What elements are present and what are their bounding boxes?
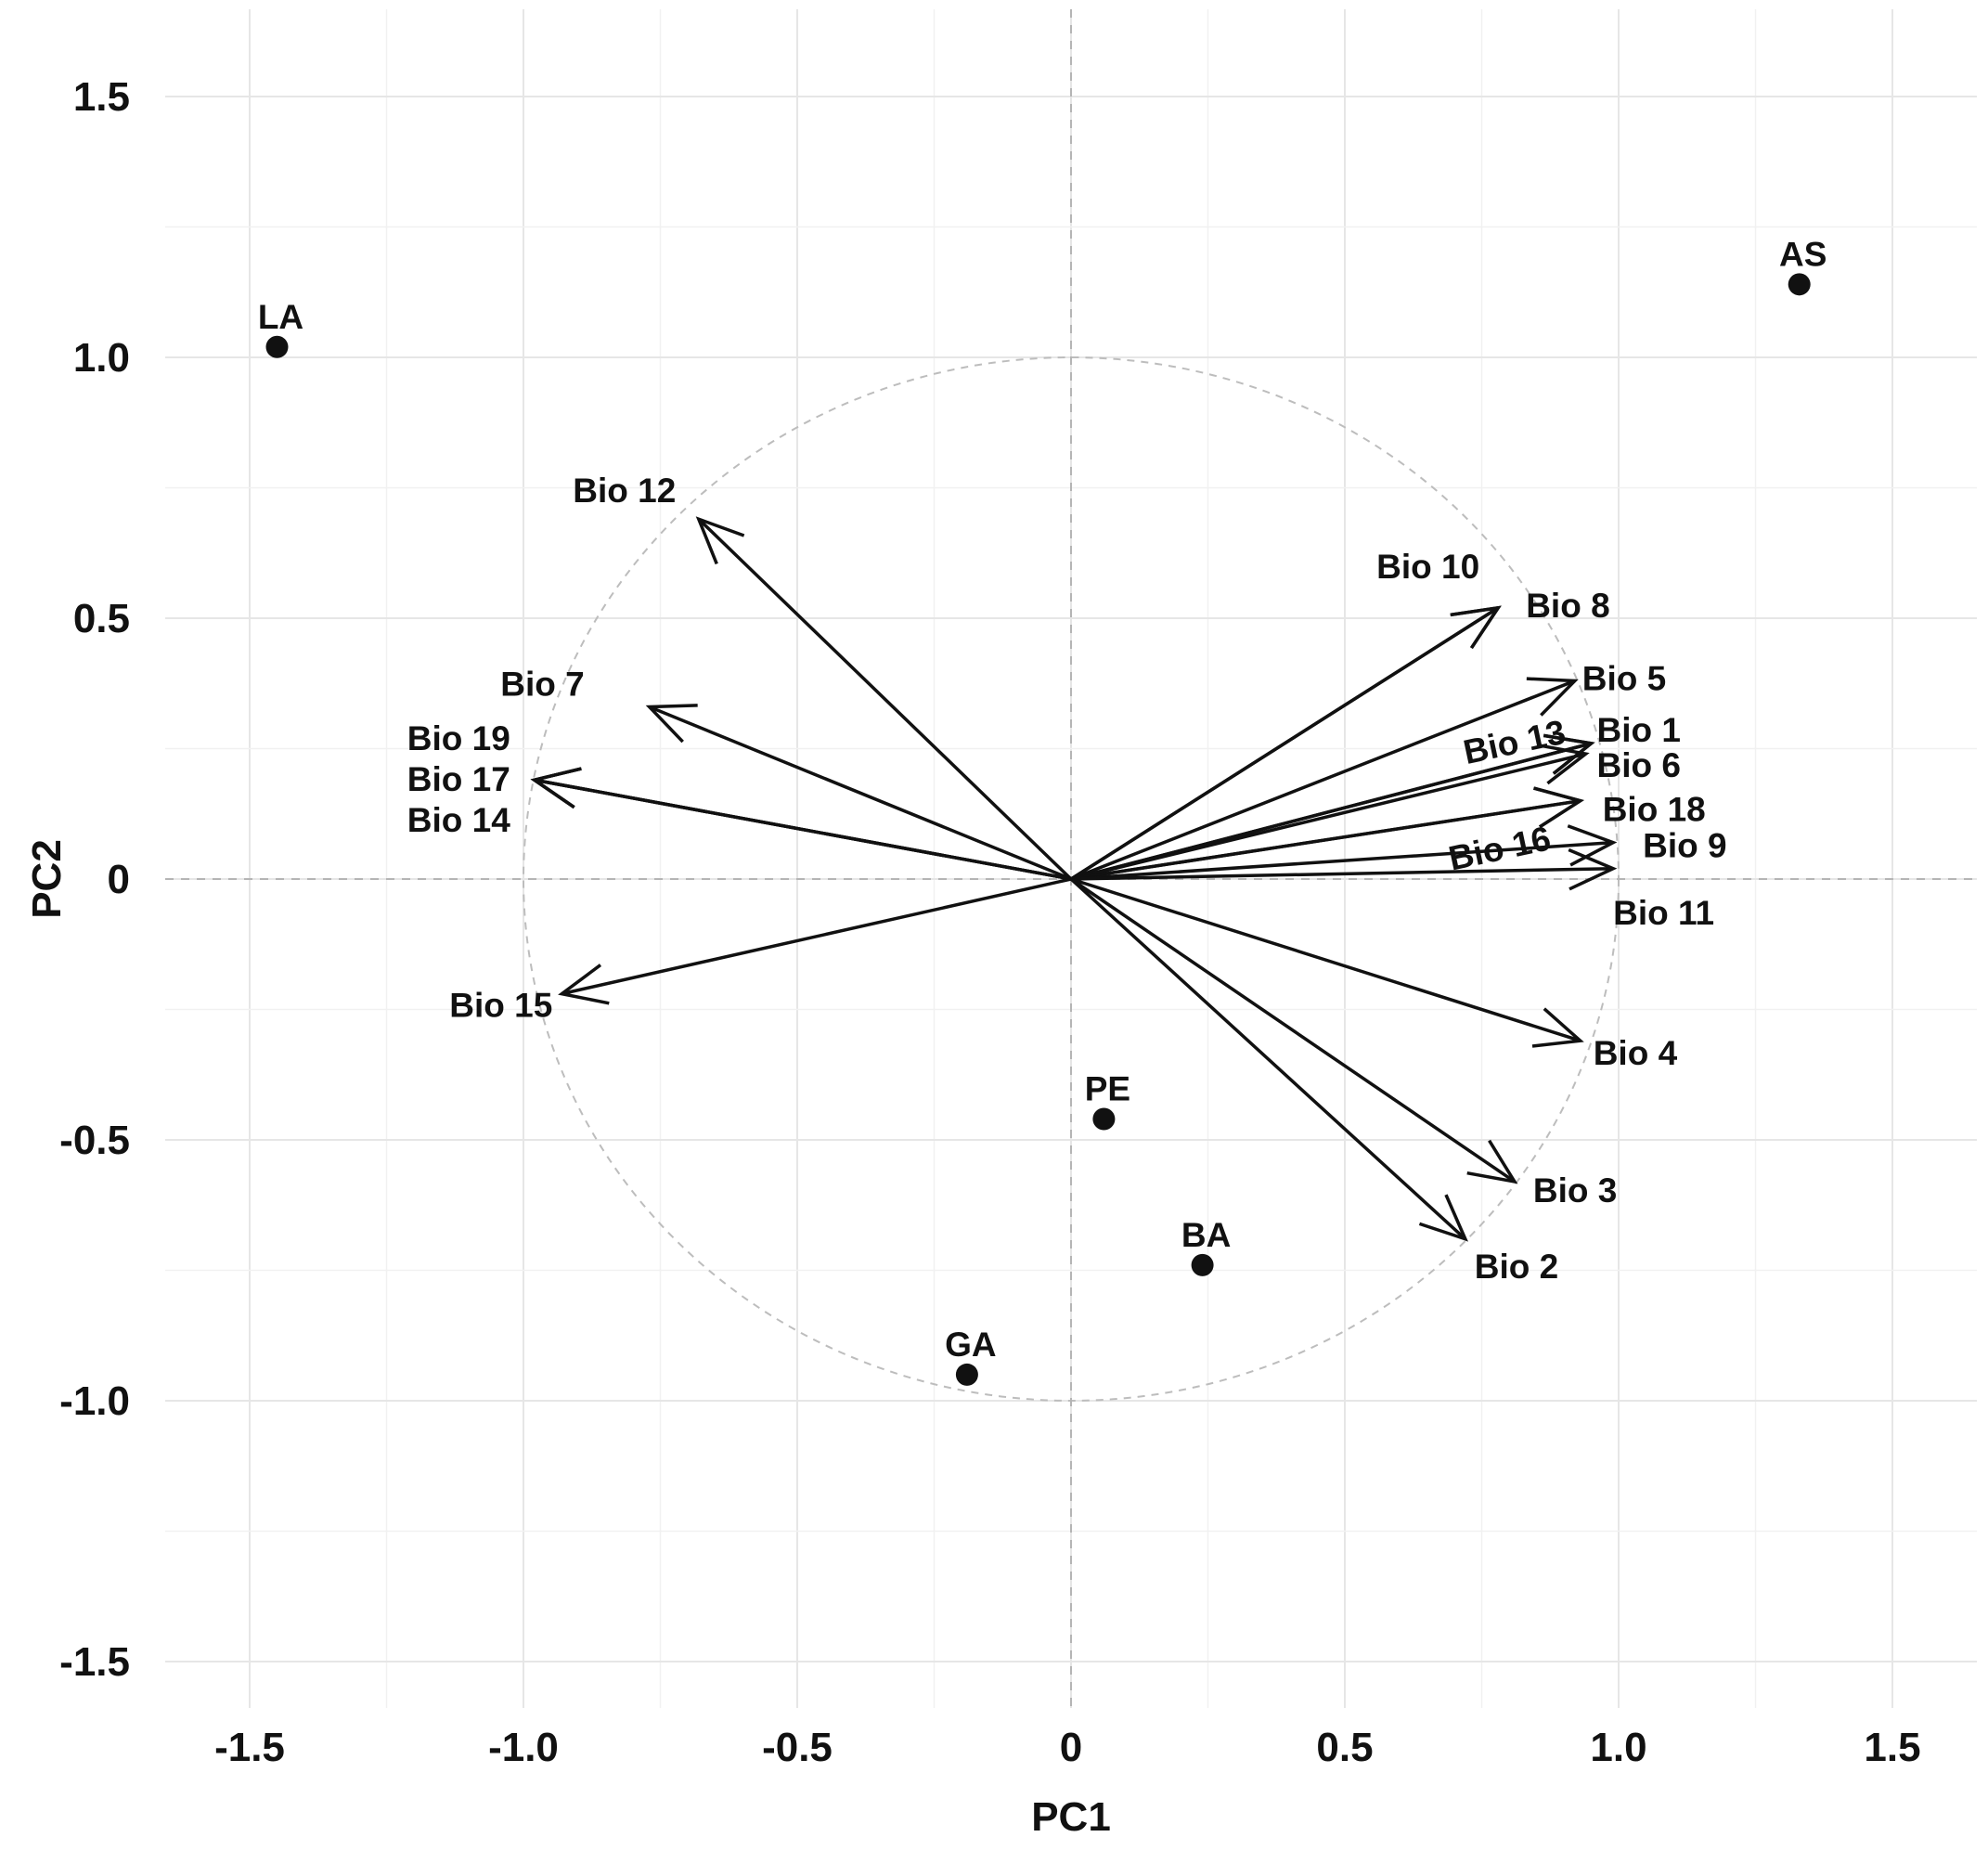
tick-labels: -1.5 -1.0 -0.5 0 0.5 1.0 1.5 1.5 1.0 0.5 0 -0.5 -1.0… [59, 74, 1920, 1770]
site-point [265, 335, 289, 358]
vector-line [1070, 679, 1576, 881]
vector-line [1070, 840, 1614, 881]
vector-bio-5 [1070, 677, 1579, 881]
vector-arrowhead [645, 704, 698, 744]
site-point [955, 1363, 978, 1386]
vector-bio-14 [530, 767, 1072, 881]
site-as: AS [1779, 235, 1827, 296]
variable-label-bio-8: Bio 8 [1526, 587, 1609, 625]
site-label: PE [1085, 1070, 1130, 1108]
x-tick-label: 0 [1060, 1725, 1082, 1770]
vector-arrowhead [1543, 733, 1595, 775]
variable-label-bio-10: Bio 10 [1376, 548, 1479, 586]
site-points: LA AS PE BA GA [258, 235, 1827, 1386]
vector-line [1070, 867, 1614, 881]
variable-label-bio-15: Bio 15 [449, 987, 552, 1025]
site-point [1788, 273, 1811, 296]
y-tick-label: 0.5 [73, 596, 130, 641]
vector-bio-3 [1070, 877, 1518, 1184]
vector-arrowhead [1533, 786, 1584, 829]
site-la: LA [258, 298, 303, 358]
vector-arrowhead [1526, 677, 1579, 717]
x-tick-label: 0.5 [1316, 1725, 1373, 1770]
variable-label-bio-17: Bio 17 [407, 760, 510, 798]
vector-line [1070, 606, 1500, 881]
x-tick-label: -1.0 [488, 1725, 559, 1770]
vector-arrowhead [1531, 1007, 1584, 1048]
vector-line [697, 517, 1073, 881]
y-tick-label: -1.5 [59, 1639, 130, 1685]
variable-label-bio-1: Bio 1 [1597, 711, 1681, 749]
vector-arrowhead [530, 767, 582, 809]
variable-label-bio-18: Bio 18 [1603, 791, 1706, 829]
site-pe: PE [1085, 1070, 1130, 1131]
x-axis-title: PC1 [1031, 1794, 1111, 1840]
vector-arrowhead [1418, 1194, 1468, 1242]
vector-bio-13 [1070, 744, 1590, 881]
vector-bio-11 [1070, 847, 1618, 891]
vector-arrowhead [1568, 847, 1618, 891]
x-tick-label: -0.5 [762, 1725, 833, 1770]
variable-label-bio-4: Bio 4 [1594, 1034, 1678, 1072]
vector-bio-7 [645, 704, 1072, 881]
y-tick-label: -1.0 [59, 1378, 130, 1424]
vector-bio-4 [1070, 877, 1584, 1048]
x-tick-label: -1.5 [214, 1725, 285, 1770]
vector-line [534, 778, 1072, 881]
gridlines [165, 9, 1977, 1708]
variable-label-bio-11: Bio 11 [1613, 894, 1714, 932]
vector-line [1070, 798, 1581, 881]
site-label: BA [1181, 1216, 1231, 1254]
vector-line [561, 877, 1072, 996]
site-ba: BA [1181, 1216, 1231, 1276]
vector-bio-19 [530, 767, 1072, 881]
vector-arrowhead [1450, 605, 1502, 650]
vector-bio-15 [558, 877, 1072, 1005]
loading-vectors [530, 516, 1618, 1242]
vector-bio-17 [530, 767, 1072, 881]
vector-bio-12 [695, 516, 1073, 881]
vector-arrowhead [558, 964, 610, 1005]
site-ga: GA [945, 1326, 997, 1386]
x-tick-label: 1.0 [1590, 1725, 1646, 1770]
variable-label-bio-14: Bio 14 [407, 801, 510, 839]
vector-line [649, 705, 1072, 881]
vector-arrowhead [695, 516, 745, 565]
site-label: GA [945, 1326, 997, 1364]
vector-line [1069, 877, 1466, 1241]
vector-line [1070, 752, 1587, 881]
y-tick-label: 1.0 [73, 335, 130, 381]
variable-label-bio-6: Bio 6 [1597, 746, 1681, 784]
vector-bio-8 [1070, 605, 1502, 881]
variable-label-bio-12: Bio 12 [573, 472, 676, 510]
site-point [1191, 1253, 1214, 1276]
y-tick-label: -0.5 [59, 1118, 130, 1163]
y-tick-label: 0 [108, 857, 130, 902]
variable-label-bio-7: Bio 7 [500, 666, 584, 704]
vector-arrowhead [1538, 744, 1590, 785]
vector-arrowhead [1466, 1139, 1518, 1184]
site-label: LA [258, 298, 303, 336]
variable-label-bio-5: Bio 5 [1582, 659, 1666, 697]
vector-line [1070, 877, 1581, 1042]
site-point [1092, 1107, 1116, 1131]
site-label: AS [1779, 235, 1827, 273]
variable-label-bio-9: Bio 9 [1643, 827, 1726, 865]
variable-label-bio-19: Bio 19 [407, 719, 510, 757]
variable-label-bio-2: Bio 2 [1475, 1248, 1558, 1286]
vector-line [1070, 877, 1516, 1184]
y-axis-title: PC2 [24, 839, 70, 919]
y-tick-label: 1.5 [73, 74, 130, 120]
vector-bio-18 [1070, 786, 1584, 881]
variable-label-bio-3: Bio 3 [1533, 1171, 1617, 1210]
vector-bio-2 [1069, 877, 1468, 1242]
x-tick-label: 1.5 [1864, 1725, 1920, 1770]
